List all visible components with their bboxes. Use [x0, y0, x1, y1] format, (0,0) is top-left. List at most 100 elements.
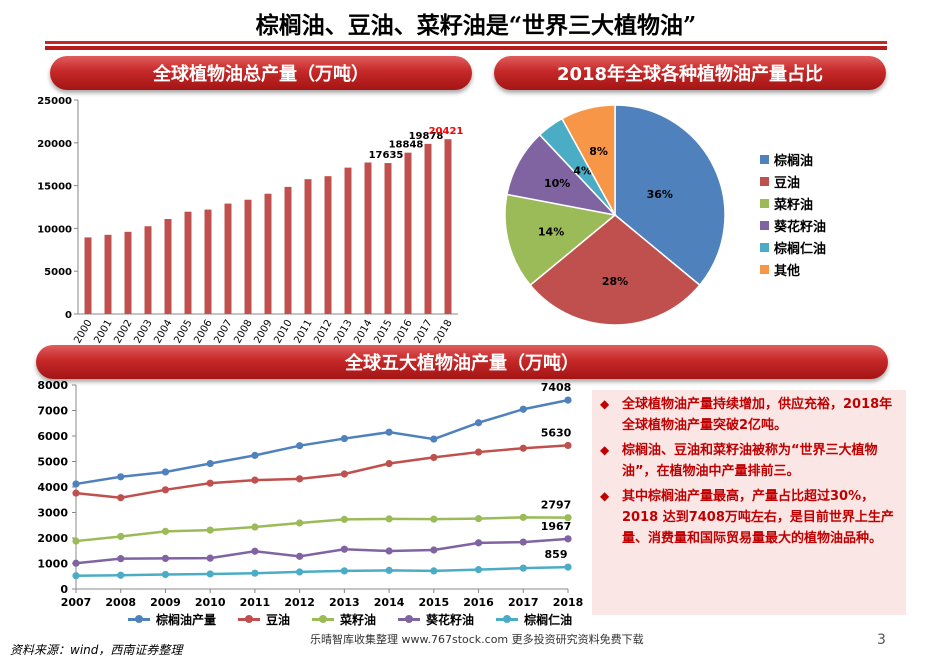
- series-point: [385, 566, 393, 574]
- bar: [84, 237, 92, 314]
- series-point: [340, 545, 348, 553]
- series-line: [75, 398, 569, 486]
- series-point: [251, 523, 259, 531]
- pie-legend: 棕榈油 豆油 菜籽油 葵花籽油 棕榈仁油 其他: [760, 148, 826, 280]
- series-point: [564, 396, 572, 404]
- series-point: [474, 539, 483, 547]
- x-tick-label: 2014: [352, 318, 374, 346]
- y-tick-label: 0: [60, 583, 68, 596]
- series-point: [206, 526, 214, 534]
- legend-label: 棕榈油产量: [156, 613, 217, 627]
- series-point: [251, 476, 259, 484]
- legend-label: 其他: [774, 263, 801, 279]
- series-point: [474, 448, 483, 456]
- bar: [104, 234, 112, 314]
- line-legend: 棕榈油产量 豆油 菜籽油 葵花籽油 棕榈仁油: [128, 611, 594, 628]
- series-point: [340, 515, 348, 523]
- series-point: [251, 547, 259, 555]
- end-value-label: 859: [545, 548, 568, 561]
- y-tick-label: 2000: [37, 532, 68, 545]
- legend-label: 菜籽油: [340, 613, 377, 627]
- series-point: [340, 434, 348, 443]
- legend-entry: 其他: [760, 258, 826, 280]
- x-tick-label: 2013: [329, 596, 360, 609]
- x-tick-label: 2008: [105, 596, 136, 609]
- x-tick-label: 2002: [112, 318, 134, 346]
- x-tick-label: 2010: [272, 318, 294, 346]
- note-text: 其中棕榈油产量最高，产量占比超过30%，2018 达到7408万吨左右，是目前世…: [622, 489, 894, 546]
- series-point: [117, 473, 125, 481]
- series-point: [161, 486, 170, 494]
- series-point: [206, 570, 214, 578]
- series-point: [564, 563, 572, 571]
- legend-entry: 葵花籽油: [760, 214, 826, 236]
- diamond-bullet-icon: ◆: [600, 397, 610, 411]
- end-value-label: 1967: [541, 520, 572, 533]
- series-point: [474, 515, 483, 523]
- slice-label: 14%: [538, 225, 564, 238]
- series-point: [161, 527, 170, 535]
- slice-label: 10%: [544, 177, 570, 190]
- series-point: [474, 419, 483, 427]
- note-item: ◆ 其中棕榈油产量最高，产量占比超过30%，2018 达到7408万吨左右，是目前…: [600, 486, 898, 549]
- x-tick-label: 2017: [412, 318, 434, 346]
- page-title: 棕榈油、豆油、菜籽油是“世界三大植物油”: [255, 12, 697, 39]
- bar: [184, 211, 192, 314]
- bar: [264, 193, 272, 314]
- x-tick-label: 2000: [72, 318, 94, 346]
- y-tick-label: 20000: [37, 139, 72, 150]
- series-line: [75, 444, 569, 499]
- series-point: [430, 567, 438, 575]
- series-point: [161, 570, 170, 579]
- series-point: [519, 538, 527, 546]
- legend-label: 豆油: [774, 175, 801, 191]
- x-tick-label: 2009: [252, 318, 274, 346]
- five-oils-line-chart: 0 1000 2000 3000 4000 5000 6000 7000 8000 2007 200…: [37, 379, 584, 609]
- series-point: [385, 428, 393, 436]
- x-tick-label: 2012: [284, 596, 315, 609]
- bar: [284, 186, 292, 314]
- series-point: [117, 555, 125, 563]
- series-point: [206, 459, 214, 468]
- series-point: [564, 514, 572, 522]
- x-tick-label: 2018: [553, 596, 584, 609]
- bar: [344, 167, 352, 314]
- x-tick-label: 2005: [172, 318, 194, 346]
- series-point: [430, 435, 438, 443]
- x-tick-label: 2006: [192, 318, 214, 346]
- legend-entry: 棕榈仁油: [760, 236, 826, 258]
- series-point: [206, 479, 214, 487]
- legend-entry: 豆油: [238, 611, 290, 628]
- legend-entry: 棕榈油产量: [128, 611, 216, 628]
- series-point: [474, 566, 483, 574]
- slice-label: 8%: [589, 145, 608, 158]
- series-point: [72, 537, 80, 545]
- bar: [224, 203, 232, 314]
- legend-line-marker: [398, 615, 421, 623]
- five-oils-banner: 全球五大植物油产量（万吨）: [36, 345, 888, 379]
- diamond-bullet-icon: ◆: [600, 489, 610, 503]
- series-point: [161, 554, 170, 562]
- legend-entry: 葵花籽油: [398, 611, 474, 628]
- y-tick-label: 1000: [37, 558, 68, 571]
- series-point: [251, 569, 259, 577]
- legend-swatch: [760, 264, 769, 274]
- series-point: [296, 568, 304, 576]
- series-point: [296, 475, 304, 483]
- y-tick-label: 5000: [44, 267, 72, 278]
- x-tick-label: 2004: [152, 318, 174, 346]
- y-tick-label: 5000: [37, 456, 68, 469]
- pie-slice: [504, 193, 617, 287]
- share-2018-banner: 2018年全球各种植物油产量占比: [494, 56, 886, 90]
- y-tick-label: 25000: [37, 96, 72, 107]
- series-line: [75, 537, 569, 565]
- end-value-label: 5630: [541, 426, 572, 439]
- x-tick-label: 2001: [92, 318, 114, 346]
- x-tick-label: 2015: [372, 318, 394, 346]
- legend-line-marker: [128, 615, 150, 623]
- series-point: [206, 554, 214, 562]
- series-point: [72, 489, 80, 497]
- note-item: ◆ 棕榈油、豆油和菜籽油被称为“世界三大植物油”，在植物油中产量排前三。: [600, 440, 898, 482]
- end-value-label: 2797: [541, 499, 572, 512]
- legend-line-marker: [496, 615, 519, 623]
